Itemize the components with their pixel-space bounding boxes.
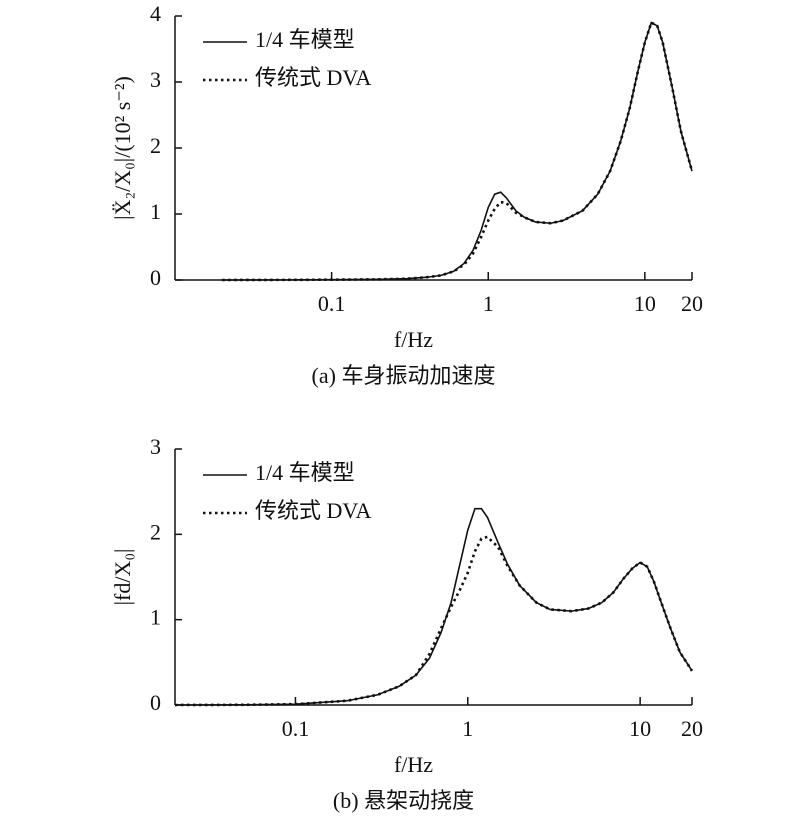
y-tick-label: 1 — [150, 605, 161, 630]
y-tick-label: 1 — [150, 199, 161, 224]
legend-label: 传统式 DVA — [255, 498, 371, 523]
y-tick-label: 2 — [150, 519, 161, 544]
caption: (b) 悬架动挠度 — [333, 788, 474, 813]
y-tick-label: 4 — [150, 1, 161, 26]
x-tick-label: 1 — [462, 716, 473, 741]
x-tick-label: 20 — [681, 291, 703, 316]
series-line — [222, 21, 693, 281]
y-axis-label: |Ẍ₂/X₀|/(10² s⁻²) — [110, 76, 135, 220]
series-line — [174, 507, 693, 706]
y-tick-label: 0 — [150, 690, 161, 715]
caption: (a) 车身振动加速度 — [312, 363, 496, 388]
y-tick-label: 0 — [150, 265, 161, 290]
x-tick-label: 1 — [483, 291, 494, 316]
series-line — [174, 535, 694, 707]
x-tick-label: 0.1 — [318, 291, 346, 316]
y-tick-label: 3 — [150, 434, 161, 459]
series-line — [222, 20, 694, 282]
y-axis-label: |fd/X₀| — [110, 549, 135, 606]
y-tick-label: 3 — [150, 67, 161, 92]
legend-label: 传统式 DVA — [255, 65, 371, 90]
legend-label: 1/4 车模型 — [255, 460, 355, 485]
x-tick-label: 0.1 — [282, 716, 310, 741]
x-axis-label: f/Hz — [394, 327, 433, 352]
legend-label: 1/4 车模型 — [255, 27, 355, 52]
x-tick-label: 10 — [634, 291, 656, 316]
y-tick-label: 2 — [150, 133, 161, 158]
x-tick-label: 20 — [681, 716, 703, 741]
x-axis-label: f/Hz — [394, 752, 433, 777]
x-tick-label: 10 — [629, 716, 651, 741]
